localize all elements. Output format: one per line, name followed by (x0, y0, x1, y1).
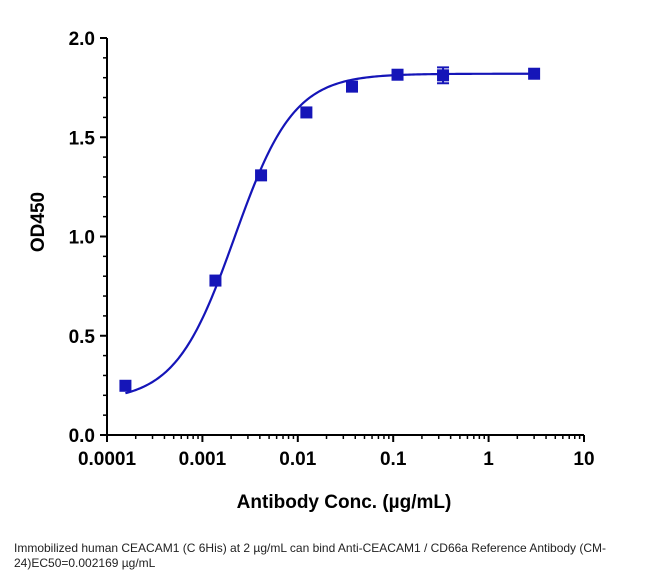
data-point (528, 67, 541, 80)
data-point (255, 169, 268, 182)
data-points-layer (119, 66, 541, 392)
y-tick-label: 1.5 (69, 128, 96, 149)
data-point (209, 274, 222, 287)
x-tick-label: 0.1 (380, 449, 407, 470)
x-tick-label: 1 (483, 449, 494, 470)
y-tick-label: 1.0 (69, 228, 95, 249)
x-tick-label: 0.0001 (78, 449, 137, 470)
data-point (391, 68, 404, 81)
figure-caption: Immobilized human CEACAM1 (C 6His) at 2 … (14, 541, 607, 570)
x-tick-label: 0.001 (179, 449, 227, 470)
y-axis-label: OD450 (28, 192, 49, 252)
data-point (346, 80, 359, 93)
data-point (437, 69, 450, 82)
y-tick-label: 0.5 (69, 327, 96, 348)
x-tick-label: 0.01 (279, 449, 316, 470)
fit-curve-layer (125, 72, 535, 395)
x-tick-label: 10 (573, 449, 594, 470)
chart-axes: 0.0 0.5 1.0 1.5 2.0 0.0001 0.001 0.01 0.1 1 10 (69, 29, 595, 470)
x-axis-label: Antibody Conc. (µg/mL) (237, 492, 452, 513)
dose-response-chart: 0.0 0.5 1.0 1.5 2.0 0.0001 0.001 0.01 0.1 1 10 OD4… (28, 29, 595, 513)
y-tick-label: 2.0 (69, 29, 95, 50)
fit-curve (125, 72, 535, 395)
data-point (119, 379, 132, 392)
data-point (300, 106, 313, 119)
y-tick-label: 0.0 (69, 426, 95, 447)
